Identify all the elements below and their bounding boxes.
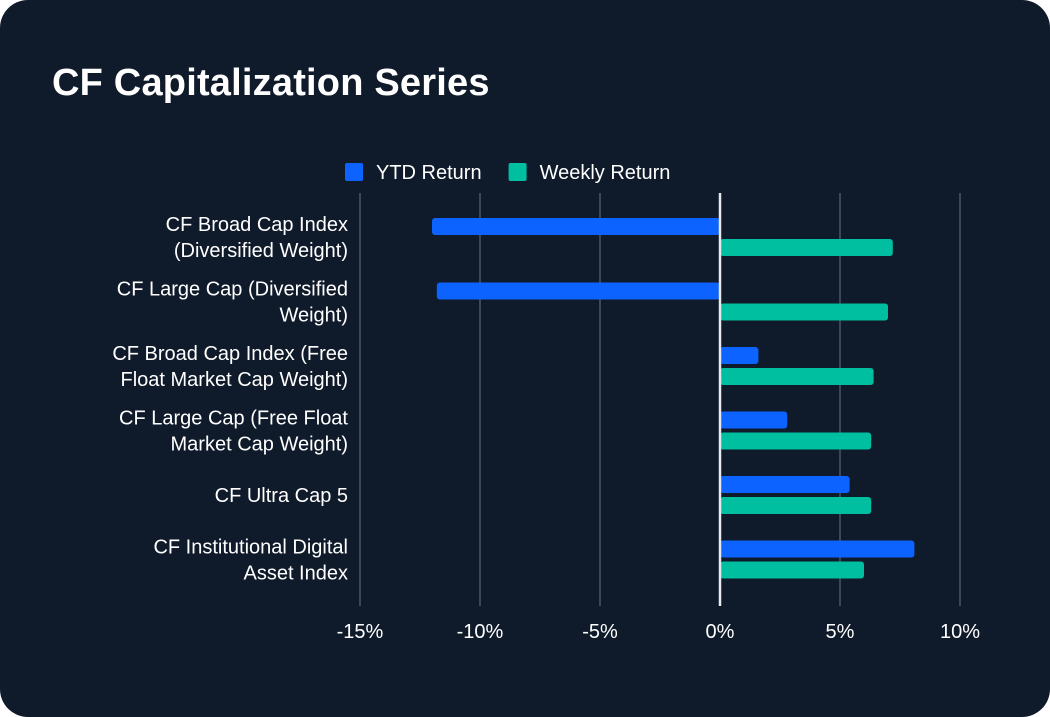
x-tick-label: 10%	[940, 621, 980, 643]
bar-ytd-return	[436, 282, 720, 300]
y-category-label: CF Large Cap (Diversified Weight)	[117, 279, 348, 327]
bar-weekly-return	[720, 497, 872, 514]
y-category-label: CF Institutional Digital Asset Index	[153, 537, 348, 585]
x-tick-label: 0%	[706, 621, 735, 643]
bar-weekly-return	[720, 368, 874, 385]
bar-weekly-return	[720, 561, 864, 579]
legend-label: YTD Return	[376, 162, 482, 184]
bar-weekly-return	[720, 303, 888, 321]
bar-ytd-return	[720, 411, 788, 429]
legend-item-ytd-return: YTD Return	[345, 162, 482, 184]
legend-swatch	[345, 163, 363, 181]
bar-ytd-return	[720, 540, 915, 558]
y-category-label: CF Ultra Cap 5	[215, 485, 348, 507]
bar-weekly-return	[720, 432, 872, 450]
bar-ytd-return	[432, 218, 720, 235]
x-tick-label: 5%	[826, 621, 855, 643]
legend-swatch	[508, 163, 527, 181]
bar-weekly-return	[720, 239, 893, 256]
bar-ytd-return	[720, 347, 759, 364]
legend-label: Weekly Return	[540, 162, 671, 184]
y-category-label: CF Broad Cap Index (Diversified Weight)	[166, 214, 348, 262]
x-tick-label: -15%	[337, 621, 384, 643]
x-tick-label: -5%	[582, 621, 618, 643]
bar-ytd-return	[720, 476, 850, 493]
y-category-label: CF Broad Cap Index (Free Float Market Cap…	[112, 343, 348, 391]
x-tick-label: -10%	[457, 621, 504, 643]
chart-title: CF Capitalization Series	[52, 62, 490, 104]
legend-item-weekly-return: Weekly Return	[508, 162, 671, 184]
y-category-label: CF Large Cap (Free Float Market Cap Weigh…	[119, 408, 348, 456]
